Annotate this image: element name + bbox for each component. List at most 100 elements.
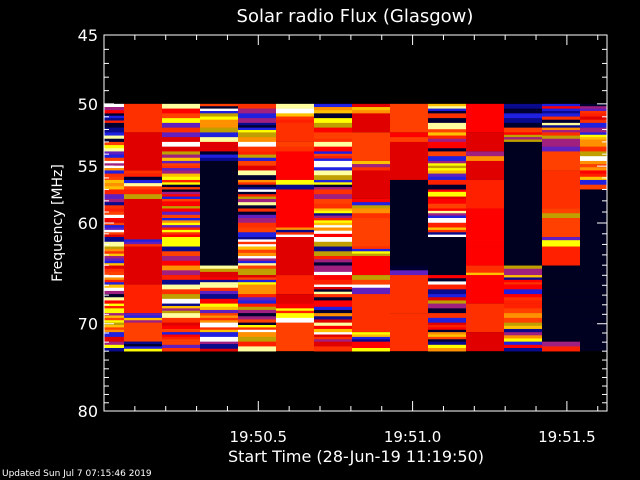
heatmap-cell xyxy=(466,103,504,133)
heatmap-cell xyxy=(542,240,580,244)
heatmap-cell xyxy=(200,116,238,121)
heatmap-cell xyxy=(428,317,466,323)
heatmap-cell xyxy=(104,332,124,338)
heatmap-cell xyxy=(542,237,580,241)
heatmap-cell xyxy=(466,179,504,209)
heatmap-cell xyxy=(352,256,390,276)
heatmap-cell xyxy=(104,183,124,187)
heatmap-cell xyxy=(314,246,352,252)
heatmap-cell xyxy=(352,294,390,333)
heatmap-cell xyxy=(314,332,352,335)
heatmap-cell xyxy=(124,344,162,347)
heatmap-cell xyxy=(580,198,607,209)
heatmap-cell xyxy=(314,271,352,276)
heatmap-cell xyxy=(200,336,238,342)
heatmap-cell xyxy=(542,346,580,352)
heatmap-cell xyxy=(104,327,124,331)
heatmap-cell xyxy=(352,339,390,342)
heatmap-cell xyxy=(504,271,542,276)
heatmap-cell xyxy=(162,260,200,266)
heatmap-cell xyxy=(466,265,504,269)
heatmap-cell xyxy=(504,268,542,273)
heatmap-cell xyxy=(200,346,238,350)
heatmap-cell xyxy=(162,157,200,162)
heatmap-cell xyxy=(542,284,580,295)
heatmap-cell xyxy=(466,272,504,276)
heatmap-cell xyxy=(162,217,200,221)
heatmap-cell xyxy=(162,196,200,200)
heatmap-cell xyxy=(504,317,542,323)
heatmap-cell xyxy=(428,336,466,340)
heatmap-cell xyxy=(314,325,352,330)
heatmap-cell xyxy=(200,179,238,190)
heatmap-cell xyxy=(504,108,542,114)
heatmap-cell xyxy=(314,198,352,205)
heatmap-cell xyxy=(104,141,124,146)
heatmap-cell xyxy=(162,347,200,352)
heatmap-cell xyxy=(314,151,352,155)
heatmap-cell xyxy=(238,232,276,238)
heatmap-cell xyxy=(428,151,466,157)
heatmap-cell xyxy=(428,113,466,119)
heatmap-cell xyxy=(162,229,200,233)
heatmap-cell xyxy=(314,259,352,263)
x-axis-label: Start Time (28-Jun-19 11:19:50) xyxy=(228,447,484,466)
heatmap-cell xyxy=(238,165,276,171)
heatmap-cell xyxy=(314,284,352,288)
heatmap-cell xyxy=(200,268,238,273)
heatmap-cell xyxy=(162,251,200,257)
heatmap-cell xyxy=(504,134,542,138)
heatmap-cell xyxy=(104,154,124,159)
heatmap-cell xyxy=(162,163,200,166)
heatmap-cell xyxy=(352,110,390,114)
heatmap-cell xyxy=(238,294,276,298)
heatmap-cell xyxy=(200,106,238,109)
heatmap-cell xyxy=(276,179,314,186)
heatmap-cell xyxy=(238,211,276,216)
heatmap-cell xyxy=(238,157,276,162)
heatmap-cell xyxy=(504,335,542,339)
x-tick-label: 19:51.5 xyxy=(538,428,596,446)
heatmap-cell xyxy=(124,341,162,345)
heatmap-cell xyxy=(238,118,276,124)
heatmap-cell xyxy=(314,141,352,147)
heatmap-cell xyxy=(428,313,466,319)
heatmap-cell xyxy=(352,198,390,203)
heatmap-cell xyxy=(124,198,162,238)
heatmap-cell xyxy=(428,141,466,146)
heatmap-cell xyxy=(504,277,542,281)
heatmap-cell xyxy=(238,113,276,119)
heatmap-cell xyxy=(580,167,607,171)
heatmap-cell xyxy=(352,202,390,206)
heatmap-cell xyxy=(314,175,352,181)
heatmap-cell xyxy=(238,182,276,186)
heatmap-cell xyxy=(104,148,124,152)
heatmap-cell xyxy=(542,332,580,342)
heatmap-cell xyxy=(200,306,238,311)
heatmap-cell xyxy=(104,268,124,273)
heatmap-cell xyxy=(104,310,124,314)
heatmap-cell xyxy=(314,339,352,342)
heatmap-cell xyxy=(200,137,238,143)
heatmap-cell xyxy=(200,348,238,352)
heatmap-cell xyxy=(238,151,276,155)
heatmap-cell xyxy=(504,127,542,133)
heatmap-cell xyxy=(314,210,352,214)
heatmap-cell xyxy=(466,303,504,333)
heatmap-cell xyxy=(542,341,580,347)
heatmap-cell xyxy=(104,232,124,235)
heatmap-cell xyxy=(200,237,238,247)
heatmap-cell xyxy=(580,284,607,295)
heatmap-cell xyxy=(104,263,124,266)
heatmap-cell xyxy=(104,138,124,143)
heatmap-cell xyxy=(542,265,580,276)
heatmap-cell xyxy=(504,308,542,314)
heatmap-cell xyxy=(104,198,124,203)
heatmap-cell xyxy=(276,310,314,314)
heatmap-cell xyxy=(580,146,607,152)
heatmap-cell xyxy=(466,275,504,304)
heatmap-cell xyxy=(162,336,200,340)
heatmap-cell xyxy=(314,135,352,140)
heatmap-cell xyxy=(352,248,390,252)
heatmap-cell xyxy=(314,265,352,270)
